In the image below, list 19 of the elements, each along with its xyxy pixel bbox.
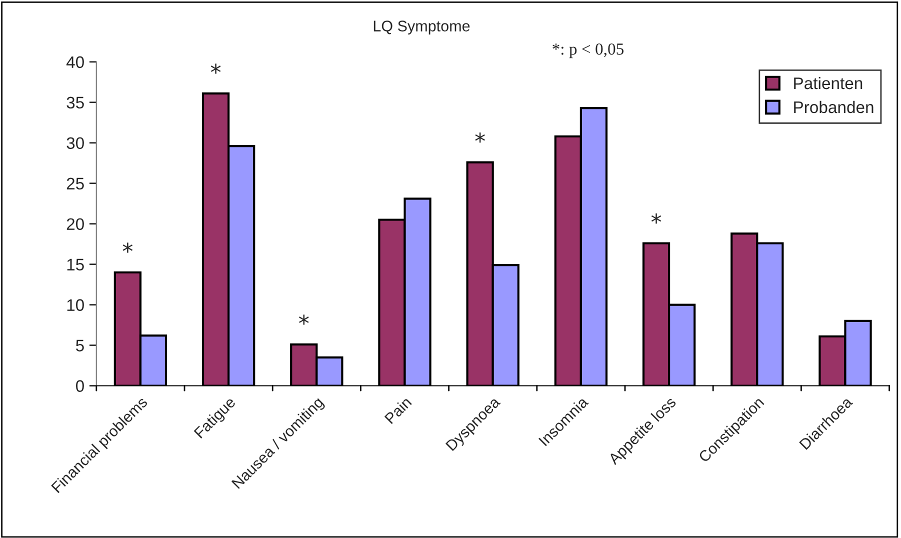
chart-title: LQ Symptome: [374, 20, 470, 34]
y-tick-label: 25: [66, 178, 84, 190]
y-tick-label: 5: [76, 340, 84, 352]
y-tick-label: 10: [67, 299, 84, 311]
legend-label: Probanden: [794, 100, 874, 114]
y-tick-label: 20: [66, 218, 84, 230]
annotation: *: [475, 132, 485, 143]
y-tick-label: 35: [66, 96, 84, 109]
x-tick-label: Pain: [384, 396, 412, 424]
annotation: *: [122, 242, 133, 253]
y-tick-label: 15: [67, 258, 84, 270]
y-tick-label: 30: [66, 137, 84, 150]
y-tick-label: 0: [76, 380, 84, 392]
annotation: *: [298, 314, 309, 325]
annotation: *: [210, 64, 221, 74]
legend-label: Patienten: [794, 76, 862, 90]
y-tick-label: 40: [66, 56, 84, 68]
text: *: p < 0,05: [552, 43, 624, 58]
annotation: *: [651, 213, 662, 224]
